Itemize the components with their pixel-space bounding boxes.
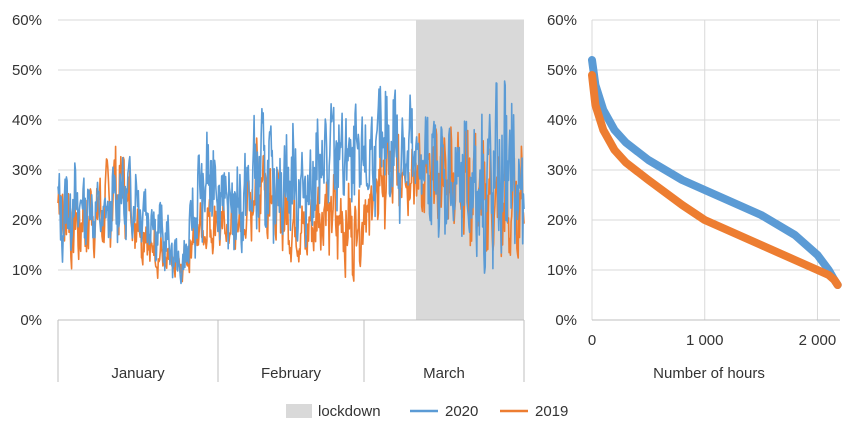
legend: lockdown 2020 2019 (286, 403, 568, 420)
y-tick-label: 20% (12, 212, 42, 229)
legend-label-lockdown: lockdown (318, 403, 381, 420)
y-tick-label: 10% (12, 262, 42, 279)
legend-swatch-lockdown (286, 404, 312, 418)
y-tick-label: 50% (547, 62, 577, 79)
x-tick-label: 2 000 (799, 332, 837, 349)
left-series (57, 80, 525, 285)
y-tick-label: 30% (547, 162, 577, 179)
x-tick-label: 0 (588, 332, 596, 349)
left-y-axis: 0% 10% 20% 30% 40% 50% 60% (12, 12, 42, 329)
right-series (588, 56, 842, 289)
series-line-2020 (57, 80, 525, 285)
y-tick-label: 30% (12, 162, 42, 179)
legend-label-2019: 2019 (535, 403, 568, 420)
duration-curve-2020 (588, 56, 842, 289)
y-tick-label: 20% (547, 212, 577, 229)
y-tick-label: 0% (555, 312, 577, 329)
y-tick-label: 0% (20, 312, 42, 329)
y-tick-label: 60% (12, 12, 42, 29)
x-tick-label-march: March (423, 365, 465, 382)
right-chart: 0% 10% 20% 30% 40% 50% 60% 0 1 000 2 000 Number … (547, 12, 842, 382)
y-tick-label: 10% (547, 262, 577, 279)
y-tick-label: 50% (12, 62, 42, 79)
right-y-axis: 0% 10% 20% 30% 40% 50% 60% (547, 12, 577, 329)
y-tick-label: 40% (12, 112, 42, 129)
duration-curve-2019 (588, 71, 842, 289)
y-tick-label: 60% (547, 12, 577, 29)
x-tick-label-february: February (261, 365, 322, 382)
legend-label-2020: 2020 (445, 403, 478, 420)
right-x-axis-title: Number of hours (653, 365, 765, 382)
x-tick-label: 1 000 (686, 332, 724, 349)
y-tick-label: 40% (547, 112, 577, 129)
right-x-axis: 0 1 000 2 000 (588, 332, 836, 349)
x-tick-label-january: January (111, 365, 165, 382)
left-chart: 0% 10% 20% 30% 40% 50% 60% January February Ma… (12, 12, 525, 382)
